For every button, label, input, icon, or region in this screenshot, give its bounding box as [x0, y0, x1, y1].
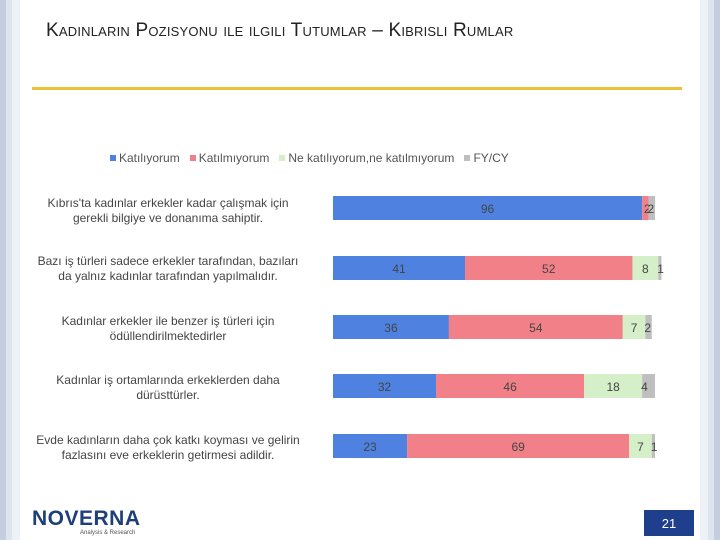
- data-label-fy-3: 2: [644, 321, 651, 335]
- data-label-katilmiyorum-1: 2: [644, 202, 651, 216]
- legend-swatch-ne: [279, 155, 286, 161]
- legend-label-katilmiyorum: Katılmıyorum: [198, 151, 270, 165]
- bar-katilmiyorum-4: [436, 374, 585, 398]
- category-label-4: Kadınlar iş ortamlarında erkeklerden dah…: [14, 373, 322, 403]
- category-label-3-line-2: ödüllendirilmektedirler: [109, 329, 227, 343]
- bar-ne-4: [584, 374, 643, 398]
- category-label-3: Kadınlar erkekler ile benzer iş türleri …: [14, 314, 322, 344]
- bar-fy-5: [651, 434, 655, 458]
- data-label-fy-5: 1: [651, 440, 658, 454]
- legend-item-ne: Ne katılıyorum,ne katılmıyorum: [279, 151, 454, 165]
- data-label-ne-5: 7: [637, 440, 644, 454]
- category-label-3-line-1: Kadınlar erkekler ile benzer iş türleri …: [61, 314, 275, 328]
- bar-fy-2: [658, 256, 662, 280]
- category-label-4-line-1: Kadınlar iş ortamlarında erkeklerden dah…: [56, 373, 280, 387]
- title-underline: [32, 87, 682, 90]
- category-label-2-line-2: da yalnız kadınlar tarafından yapılmalıd…: [58, 269, 278, 283]
- category-label-1-line-2: gerekli bilgiye ve donanıma sahiptir.: [72, 211, 264, 225]
- data-label-fy-4: 4: [641, 380, 648, 394]
- category-label-5-line-2: fazlasını eve erkeklerin getirmesi adild…: [61, 448, 275, 462]
- data-label-katiliyorum-3: 36: [384, 321, 398, 335]
- category-label-5: Evde kadınların daha çok katkı koyması v…: [14, 433, 322, 463]
- data-label-katilmiyorum-4: 46: [503, 380, 517, 394]
- chart-legend: Katılıyorum Katılmıyorum Ne katılıyorum,…: [110, 150, 519, 166]
- category-label-5-line-1: Evde kadınların daha çok katkı koyması v…: [36, 433, 300, 447]
- legend-item-katiliyorum: Katılıyorum: [110, 151, 180, 165]
- bar-ne-3: [622, 315, 646, 339]
- data-label-katilmiyorum-2: 52: [542, 262, 556, 276]
- category-label-4-line-2: dürüsttürler.: [136, 388, 200, 402]
- legend-label-katiliyorum: Katılıyorum: [119, 151, 180, 165]
- category-label-2-line-1: Bazı iş türleri sadece erkekler tarafınd…: [37, 254, 299, 268]
- bar-ne-5: [629, 434, 652, 458]
- data-label-katiliyorum-5: 23: [363, 440, 377, 454]
- bar-katilmiyorum-1: [642, 196, 649, 220]
- legend-item-katilmiyorum: Katılmıyorum: [189, 151, 270, 165]
- slide-left-border: [0, 0, 20, 540]
- logo-wordmark: NOVERNA: [32, 507, 141, 530]
- slide-right-border: [700, 0, 720, 540]
- bar-katiliyorum-1: [333, 196, 643, 220]
- legend-swatch-fy: [464, 155, 471, 161]
- bar-fy-4: [642, 374, 655, 398]
- data-label-ne-3: 7: [631, 321, 638, 335]
- legend-swatch-katiliyorum: [110, 155, 116, 161]
- bar-katilmiyorum-3: [448, 315, 623, 339]
- slide-title: Kadınların Pozisyonu ile ilgili Tutumlar…: [46, 20, 514, 41]
- category-label-1-line-1: Kıbrıs'ta kadınlar erkekler kadar çalışm…: [47, 196, 289, 210]
- legend-swatch-katilmiyorum: [189, 155, 196, 161]
- category-label-2: Bazı iş türleri sadece erkekler tarafınd…: [14, 254, 322, 284]
- page-number: 21: [644, 510, 694, 536]
- bar-fy-1: [648, 196, 655, 220]
- data-label-ne-2: 8: [642, 262, 649, 276]
- data-label-katiliyorum-2: 41: [392, 262, 406, 276]
- category-label-1: Kıbrıs'ta kadınlar erkekler kadar çalışm…: [14, 196, 322, 226]
- bar-katilmiyorum-5: [407, 434, 630, 458]
- data-label-katilmiyorum-3: 54: [529, 321, 543, 335]
- bar-ne-2: [632, 256, 659, 280]
- bar-katiliyorum-2: [333, 256, 466, 280]
- bar-katiliyorum-5: [333, 434, 408, 458]
- data-label-katiliyorum-4: 32: [378, 380, 392, 394]
- legend-label-ne: Ne katılıyorum,ne katılmıyorum: [288, 151, 455, 165]
- legend-label-fy: FY/CY: [473, 151, 509, 165]
- data-label-ne-4: 18: [606, 380, 620, 394]
- bar-katiliyorum-3: [333, 315, 449, 339]
- logo-subtitle: Analysis & Research: [80, 530, 136, 536]
- data-label-fy-2: 1: [657, 262, 664, 276]
- company-logo: NOVERNA Analysis & Research: [32, 508, 141, 538]
- data-label-katiliyorum-1: 96: [481, 202, 495, 216]
- bar-fy-3: [645, 315, 652, 339]
- data-label-katilmiyorum-5: 69: [511, 440, 525, 454]
- bar-katiliyorum-4: [333, 374, 437, 398]
- data-label-fy-1: 2: [648, 202, 655, 216]
- bar-katilmiyorum-2: [465, 256, 633, 280]
- legend-item-fy: FY/CY: [464, 151, 509, 165]
